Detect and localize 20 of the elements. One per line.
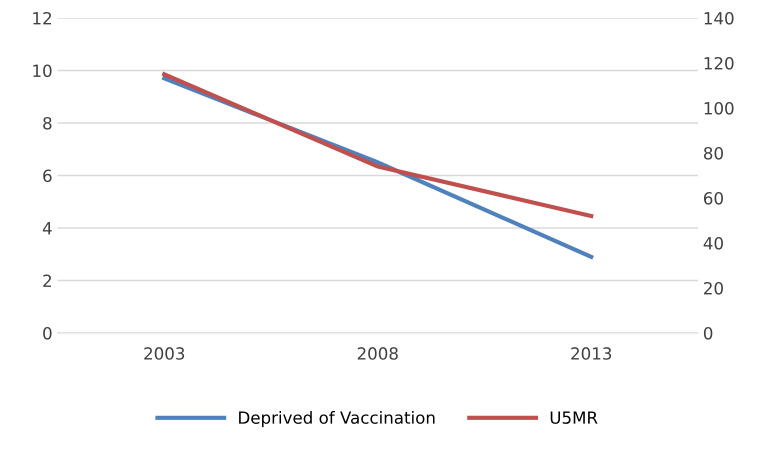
y2-tick-label: 60 — [704, 192, 723, 205]
legend-label: U5MR — [550, 412, 598, 424]
y2-tick-label: 40 — [704, 236, 723, 250]
legend-label: Deprived of Vaccination — [239, 411, 435, 428]
y-tick-label: 0 — [43, 326, 52, 340]
y2-tick-label: 0 — [704, 326, 712, 340]
y2-tick-label: 120 — [704, 56, 734, 70]
y2-tick-label: 80 — [704, 146, 723, 160]
y-tick-label: 4 — [42, 222, 52, 234]
y-tick-label: 8 — [43, 116, 52, 130]
y-tick-label: 10 — [33, 64, 52, 78]
x-tick-label: 2013 — [571, 347, 612, 360]
y2-tick-label: 100 — [704, 102, 734, 115]
y-tick-label: 6 — [43, 169, 52, 182]
y2-tick-label: 20 — [704, 282, 723, 295]
y2-tick-label: 140 — [704, 12, 734, 25]
y-tick-label: 12 — [33, 12, 51, 24]
x-tick-label: 2003 — [144, 347, 184, 360]
x-tick-label: 2008 — [358, 347, 398, 360]
y-tick-label: 2 — [43, 274, 51, 287]
